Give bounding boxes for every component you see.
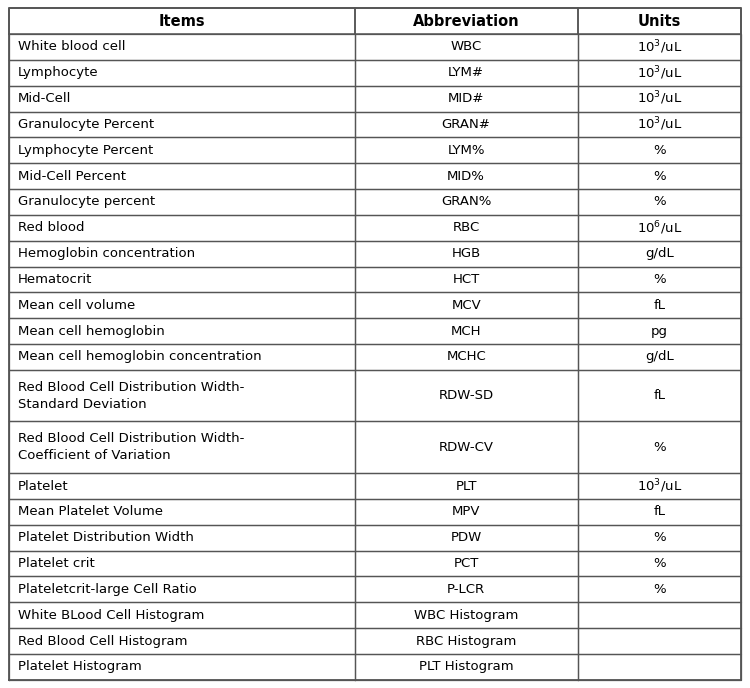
Text: Mid-Cell Percent: Mid-Cell Percent [18,170,126,182]
Text: 10$^3$/uL: 10$^3$/uL [637,39,682,56]
Text: MID%: MID% [447,170,485,182]
Text: LYM#: LYM# [448,66,484,79]
Text: 10$^3$/uL: 10$^3$/uL [637,64,682,82]
Text: %: % [653,583,666,596]
Text: Lymphocyte Percent: Lymphocyte Percent [18,144,153,157]
Text: Mean cell hemoglobin: Mean cell hemoglobin [18,325,164,338]
Text: RDW-CV: RDW-CV [439,441,494,454]
Text: fL: fL [653,389,665,402]
Text: RDW-SD: RDW-SD [439,389,494,402]
Text: HCT: HCT [452,273,480,286]
Text: Mid-Cell: Mid-Cell [18,92,71,105]
Text: MID#: MID# [448,92,485,105]
Text: 10$^6$/uL: 10$^6$/uL [637,219,682,237]
Text: LYM%: LYM% [448,144,485,157]
Text: Items: Items [158,14,205,29]
Text: WBC Histogram: WBC Histogram [414,609,518,622]
Text: WBC: WBC [451,41,482,54]
Text: Hemoglobin concentration: Hemoglobin concentration [18,247,195,260]
Text: RBC: RBC [452,222,480,235]
Text: Hematocrit: Hematocrit [18,273,92,286]
Text: White BLood Cell Histogram: White BLood Cell Histogram [18,609,204,622]
Text: %: % [653,195,666,208]
Text: Units: Units [638,14,681,29]
Text: Mean Platelet Volume: Mean Platelet Volume [18,506,163,518]
Text: Mean cell volume: Mean cell volume [18,299,135,312]
Text: 10$^3$/uL: 10$^3$/uL [637,116,682,133]
Text: Plateletcrit-large Cell Ratio: Plateletcrit-large Cell Ratio [18,583,196,596]
Text: 10$^3$/uL: 10$^3$/uL [637,90,682,107]
Text: White blood cell: White blood cell [18,41,125,54]
Text: MCHC: MCHC [446,350,486,363]
Text: Granulocyte percent: Granulocyte percent [18,195,155,208]
Text: pg: pg [651,325,668,338]
Text: 10$^3$/uL: 10$^3$/uL [637,477,682,495]
Text: Red Blood Cell Histogram: Red Blood Cell Histogram [18,634,188,647]
Text: Platelet Histogram: Platelet Histogram [18,660,142,674]
Text: %: % [653,144,666,157]
Text: Platelet crit: Platelet crit [18,557,94,570]
Text: PDW: PDW [451,531,482,544]
Text: Mean cell hemoglobin concentration: Mean cell hemoglobin concentration [18,350,262,363]
Text: Red Blood Cell Distribution Width-
Coefficient of Variation: Red Blood Cell Distribution Width- Coeff… [18,432,244,462]
Text: PLT: PLT [455,480,477,493]
Text: MPV: MPV [452,506,481,518]
Text: fL: fL [653,299,665,312]
Text: Platelet: Platelet [18,480,68,493]
Text: Platelet Distribution Width: Platelet Distribution Width [18,531,194,544]
Text: Abbreviation: Abbreviation [413,14,520,29]
Text: GRAN#: GRAN# [442,118,491,131]
Text: Red Blood Cell Distribution Width-
Standard Deviation: Red Blood Cell Distribution Width- Stand… [18,380,244,411]
Text: Granulocyte Percent: Granulocyte Percent [18,118,154,131]
Text: %: % [653,531,666,544]
Text: g/dL: g/dL [645,350,674,363]
Text: PCT: PCT [454,557,478,570]
Text: Lymphocyte: Lymphocyte [18,66,98,79]
Text: %: % [653,273,666,286]
Text: g/dL: g/dL [645,247,674,260]
Text: fL: fL [653,506,665,518]
Text: %: % [653,557,666,570]
Text: MCV: MCV [452,299,481,312]
Text: MCH: MCH [451,325,482,338]
Text: PLT Histogram: PLT Histogram [419,660,514,674]
Text: RBC Histogram: RBC Histogram [416,634,516,647]
Text: P-LCR: P-LCR [447,583,485,596]
Text: %: % [653,170,666,182]
Text: Red blood: Red blood [18,222,84,235]
Text: GRAN%: GRAN% [441,195,491,208]
Text: HGB: HGB [452,247,481,260]
Text: %: % [653,441,666,454]
